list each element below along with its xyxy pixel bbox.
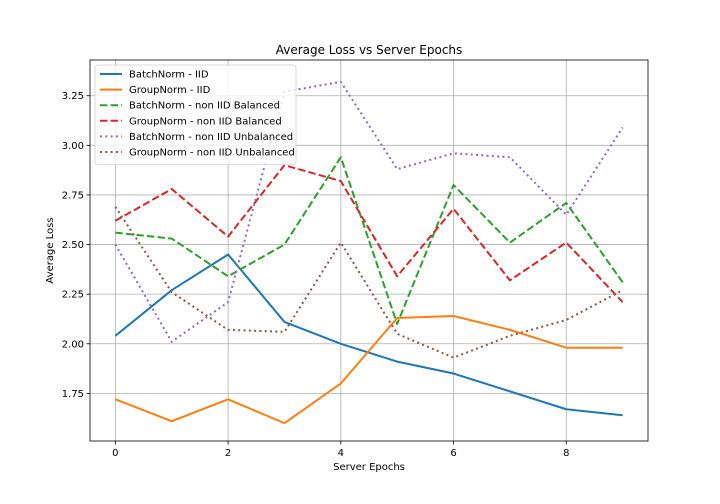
series-line-5	[114, 80, 624, 343]
legend-label-6: GroupNorm - non IID Unbalanced	[129, 148, 295, 159]
series-line-2	[114, 314, 623, 425]
y-tick-label: 1.75	[62, 389, 84, 400]
y-tick-label: 3.00	[62, 141, 84, 152]
x-tick-label: 6	[450, 448, 456, 459]
legend-label-3: BatchNorm - non IID Balanced	[129, 101, 280, 112]
x-axis-label: Server Epochs	[333, 462, 405, 473]
series-line-1	[114, 253, 623, 417]
x-tick-label: 0	[112, 448, 118, 459]
axes-frame	[89, 59, 649, 442]
legend: BatchNorm - IID GroupNorm - IID BatchNorm …	[94, 64, 297, 165]
y-axis-label: Average Loss	[45, 217, 56, 283]
y-tick-label: 2.50	[62, 240, 84, 251]
legend-label-2: GroupNorm - IID	[129, 85, 211, 96]
legend-label-4: GroupNorm - non IID Balanced	[129, 116, 282, 127]
legend-label-5: BatchNorm - non IID Unbalanced	[129, 132, 293, 143]
legend-box	[94, 64, 297, 165]
y-tick-label: 2.25	[62, 290, 84, 301]
y-tick-label: 3.25	[62, 91, 84, 102]
x-tick-label: 2	[225, 448, 231, 459]
x-tick-label: 8	[563, 448, 569, 459]
ticks: 0 2 4 6 8 1.75 2.00 2.25 2.50 2.75 3.00 3.25	[62, 91, 570, 459]
x-tick-label: 4	[338, 448, 344, 459]
legend-label-1: BatchNorm - IID	[129, 70, 209, 81]
y-tick-label: 2.00	[62, 339, 84, 350]
series-line-3	[115, 156, 624, 325]
y-tick-label: 2.75	[62, 190, 84, 201]
grid-lines	[90, 60, 648, 441]
chart-title: Average Loss vs Server Epochs	[276, 43, 463, 57]
series-line-4	[114, 164, 624, 303]
series-line-6	[114, 206, 624, 359]
series-layer	[114, 80, 624, 425]
